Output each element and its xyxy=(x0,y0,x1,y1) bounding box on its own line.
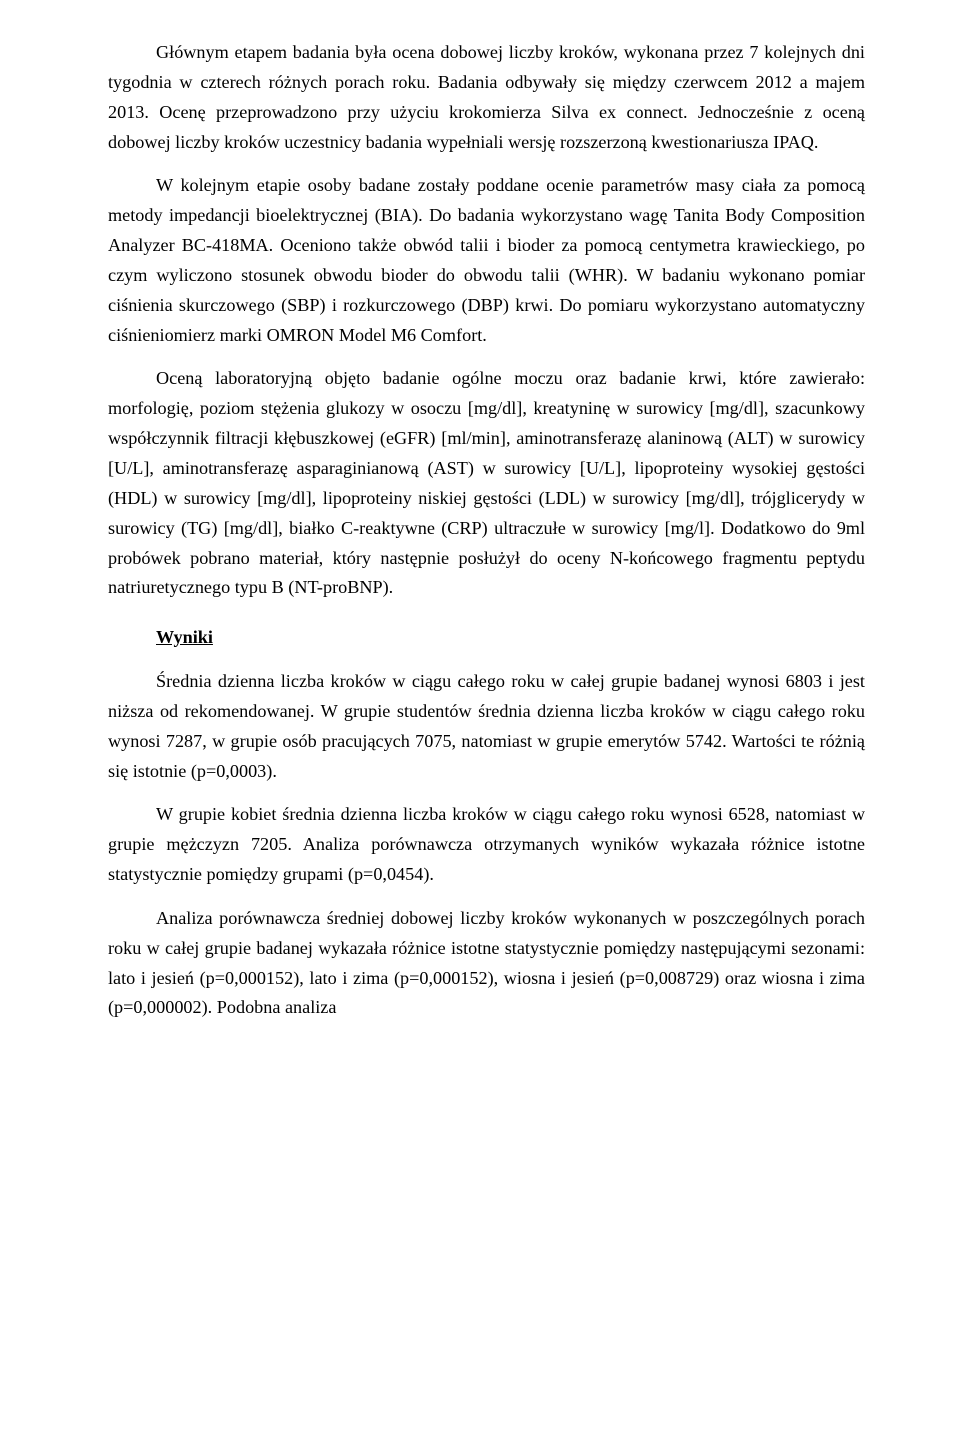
paragraph-methods-3: Oceną laboratoryjną objęto badanie ogóln… xyxy=(108,364,865,603)
paragraph-results-1: Średnia dzienna liczba kroków w ciągu ca… xyxy=(108,667,865,786)
paragraph-methods-1: Głównym etapem badania była ocena dobowe… xyxy=(108,38,865,157)
paragraph-methods-2: W kolejnym etapie osoby badane zostały p… xyxy=(108,171,865,350)
paragraph-results-2: W grupie kobiet średnia dzienna liczba k… xyxy=(108,800,865,890)
document-page: Głównym etapem badania była ocena dobowe… xyxy=(0,0,960,1448)
section-heading-results: Wyniki xyxy=(108,623,865,653)
paragraph-results-3: Analiza porównawcza średniej dobowej lic… xyxy=(108,904,865,1023)
